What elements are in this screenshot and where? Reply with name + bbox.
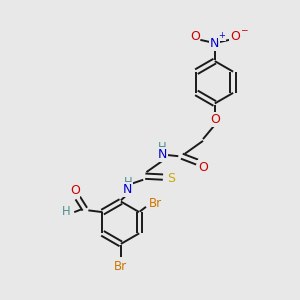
Text: N: N xyxy=(158,148,167,161)
Text: S: S xyxy=(167,172,175,185)
Text: O: O xyxy=(230,30,240,43)
Text: H: H xyxy=(62,205,70,218)
Text: N: N xyxy=(123,183,133,196)
Text: Br: Br xyxy=(148,197,162,210)
Text: −: − xyxy=(241,26,248,34)
Text: N: N xyxy=(210,37,220,50)
Text: H: H xyxy=(124,176,132,189)
Text: O: O xyxy=(198,161,208,174)
Text: O: O xyxy=(190,30,200,43)
Text: O: O xyxy=(210,113,220,126)
Text: +: + xyxy=(218,31,225,40)
Text: O: O xyxy=(70,184,80,197)
Text: Br: Br xyxy=(114,260,128,273)
Text: H: H xyxy=(158,141,167,154)
